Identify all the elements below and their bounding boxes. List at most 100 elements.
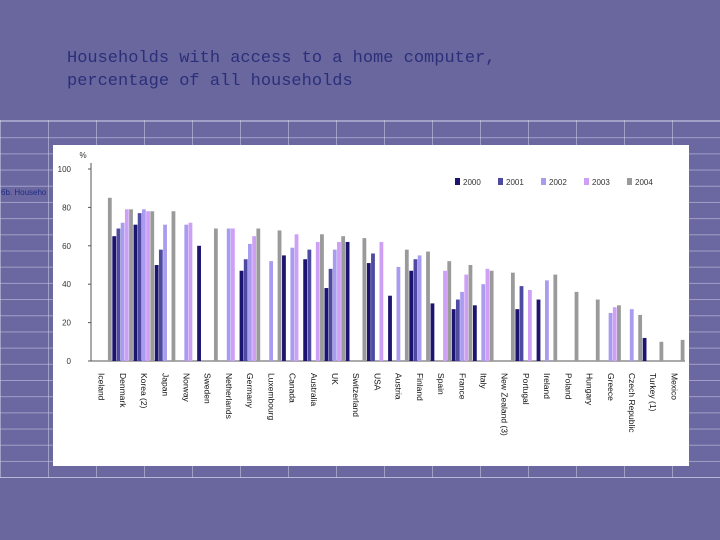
bar-2002 [226,228,231,361]
bar-2002 [184,224,189,361]
legend-swatch-2000 [455,178,460,185]
bar-2004 [595,299,600,361]
legend-swatch-2002 [541,178,546,185]
category-label: UK [330,373,340,385]
category-label: Portugal [521,373,531,405]
legend-label: 2003 [592,178,610,187]
category-label: Denmark [118,373,128,408]
y-axis-label: % [79,151,86,160]
bar-2003 [188,222,193,361]
category-label: Korea (2) [139,373,149,409]
bar-2003 [124,209,129,361]
bar-2004 [107,197,112,361]
bar-2002 [629,309,634,361]
legend-label: 2000 [463,178,481,187]
bar-2002 [396,266,401,361]
bar-2003 [379,241,384,361]
bar-2000 [430,303,435,361]
category-label: Iceland [97,373,107,401]
category-label: Sweden [203,373,213,404]
bar-2000 [536,299,541,361]
side-label: 6b. Househo [1,188,47,197]
bar-2001 [243,259,248,361]
category-label: Poland [563,373,573,400]
bar-2003 [294,234,299,361]
category-label: Australia [309,373,319,406]
bar-2000 [282,255,286,361]
bar-2001 [137,213,142,361]
bar-2002 [417,255,422,361]
category-label: Austria [394,373,404,400]
bar-2000 [197,245,201,361]
bar-2004 [277,230,282,361]
category-label: New Zealand (3) [500,373,510,436]
category-label: Czech Republic [627,373,637,433]
bar-2003 [485,268,490,361]
bar-2002 [545,280,549,361]
bar-2003 [612,307,617,361]
bar-2001 [328,268,333,361]
bar-2004 [489,270,494,361]
bar-2004 [680,339,685,361]
bar-2000 [239,270,244,361]
bar-chart: 0 20 40 60 80 100% Iceland Denmark Korea (2) Japa… [58,151,685,436]
bar-2004 [617,305,621,361]
category-label: Italy [478,373,488,389]
bar-2000 [451,309,456,361]
bar-2004 [150,211,155,361]
legend-label: 2004 [635,178,653,187]
bar-2004 [659,341,664,361]
y-tick-label: 80 [62,203,71,212]
bar-2004 [638,314,643,361]
category-label: Norway [181,373,191,403]
bar-2004 [447,261,452,361]
bar-2000 [388,295,392,361]
legend-swatch-2004 [627,178,632,185]
bar-2002 [332,249,337,361]
bar-2002 [141,209,146,361]
bar-2003 [252,236,257,361]
bar-2004 [426,251,430,361]
category-label: USA [372,373,382,391]
bar-2000 [642,337,647,361]
category-label: Japan [160,373,170,396]
bar-2000 [133,224,138,361]
category-label: Finland [415,373,425,401]
bar-2004 [574,291,579,361]
bar-2002 [290,247,295,361]
bar-2002 [269,261,274,361]
category-label: Mexico [669,373,679,400]
legend-swatch-2003 [584,178,589,185]
page-title: Households with access to a home compute… [67,47,495,93]
bar-2000 [345,241,350,361]
bar-2001 [116,228,121,361]
legend-label: 2001 [506,178,524,187]
bar-2001 [413,259,418,361]
bar-2001 [307,249,312,361]
legend-swatch-2001 [498,178,503,185]
y-tick-label: 40 [62,280,71,289]
bar-2004 [171,211,176,361]
title-line-1: Households with access to a home compute… [67,49,496,68]
bar-2003 [146,211,150,361]
bar-2004 [553,274,558,361]
bar-2004 [213,228,218,361]
bar-2000 [515,309,520,361]
bar-2002 [608,313,613,361]
bar-2003 [527,289,532,361]
bar-2001 [455,299,460,361]
y-tick-label: 100 [58,165,72,174]
category-label: France [457,373,467,400]
bar-2004 [510,272,515,361]
bar-2004 [362,238,367,361]
y-tick-label: 0 [67,357,72,366]
category-label: Luxembourg [266,373,276,421]
bar-2003 [464,274,469,361]
bar-2004 [404,249,409,361]
bar-2000 [472,305,477,361]
category-label: Netherlands [224,373,234,419]
category-label: Turkey (1) [648,373,658,412]
bar-2000 [409,270,414,361]
bar-2001 [158,249,163,361]
bar-2004 [129,209,133,361]
